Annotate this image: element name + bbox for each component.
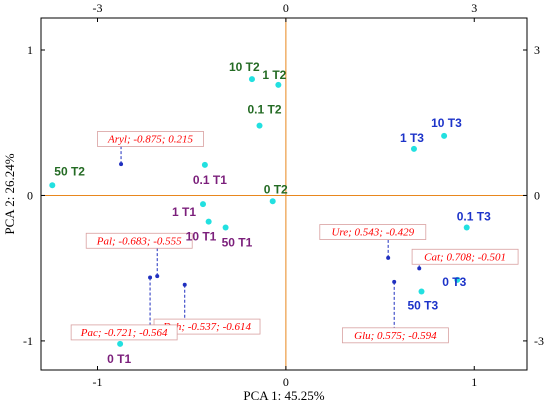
scores-layer: 50 T2 10 T21 T2 0.1 T2 0 T2 0.1 T1 1 T1 10 T1 5… [49, 60, 491, 366]
score-label: 50 T1 [222, 235, 253, 249]
score-label: 10 T1 [186, 230, 217, 244]
loading-point [182, 282, 187, 287]
right-tick-label: -3 [534, 334, 544, 348]
loading-point [392, 279, 397, 284]
score-label: 10 T3 [431, 116, 462, 130]
loading-label: Aryl; -0.875; 0.215 [107, 133, 193, 145]
score-point [269, 198, 276, 205]
reference-lines [41, 18, 527, 370]
score-label: 1 T2 [262, 68, 286, 82]
score-point [454, 276, 461, 283]
score-label: 0 T1 [107, 352, 131, 366]
score-point [201, 161, 208, 168]
score-label: 0.1 T3 [457, 209, 491, 223]
plot-frame [40, 17, 528, 371]
score-label: 0.1 T2 [248, 103, 282, 117]
loadings-layer: Aryl; -0.875; 0.215 Pal; -0.683; -0.555 De… [70, 131, 519, 344]
x-axis-title: PCA 1: 45.25% [243, 388, 324, 403]
loading-label-box [319, 224, 427, 240]
plot-border [40, 17, 528, 371]
loading-point [417, 266, 422, 271]
loading-label-box [97, 131, 204, 147]
score-label: 50 T2 [54, 164, 85, 178]
score-label: 0 T2 [264, 182, 288, 196]
loading-label: Ure; 0.543; -0.429 [331, 227, 414, 239]
x-tick-label: 1 [471, 375, 477, 389]
loading-label: Pac; -0.721; -0.564 [80, 327, 168, 339]
score-point [418, 288, 425, 295]
loading-label-box [85, 232, 193, 249]
score-point [49, 182, 56, 189]
score-point [222, 224, 229, 231]
loading-label-box [411, 248, 519, 265]
top-tick-label: 3 [471, 1, 477, 15]
score-label: 0.1 T1 [193, 173, 227, 187]
y-tick-label: 0 [27, 188, 33, 202]
top-tick-label: -3 [93, 1, 103, 15]
score-label: 1 T1 [172, 205, 196, 219]
score-point [463, 224, 470, 231]
score-point [117, 340, 124, 347]
score-point [205, 218, 212, 225]
loading-label: Cat; 0.708; -0.501 [424, 251, 506, 263]
y-tick-label: 1 [27, 43, 33, 57]
score-point [248, 76, 255, 83]
right-tick-label: 3 [534, 43, 540, 57]
score-point [275, 81, 282, 88]
loading-label: Pal; -0.683; -0.555 [96, 235, 182, 247]
loading-point [386, 255, 391, 260]
x-tick-label: 0 [283, 375, 289, 389]
y-axis-title: PCA 2: 26.24% [2, 153, 17, 234]
loading-label-box [341, 327, 449, 344]
score-label: 1 T3 [400, 131, 424, 145]
axis-ticks: -1 0 1 -1 0 1 -3 0 3 -3 0 3 [23, 1, 544, 389]
y-tick-label: -1 [23, 334, 33, 348]
score-label: 0 T3 [442, 275, 466, 289]
x-tick-label: -1 [93, 375, 103, 389]
score-point [441, 132, 448, 139]
score-point [256, 122, 263, 129]
loading-point [119, 162, 124, 167]
score-label: 50 T3 [408, 298, 439, 312]
loading-label: Deh; -0.537; -0.614 [162, 321, 251, 333]
top-tick-label: 0 [283, 1, 289, 15]
loading-label: Glu; 0.575; -0.594 [354, 330, 437, 342]
loading-label-box [70, 324, 178, 341]
right-tick-label: 0 [534, 188, 540, 202]
loading-point [155, 274, 160, 279]
loading-point [148, 275, 153, 280]
score-label: 10 T2 [229, 60, 260, 74]
score-point [410, 145, 417, 152]
score-point [200, 201, 206, 208]
